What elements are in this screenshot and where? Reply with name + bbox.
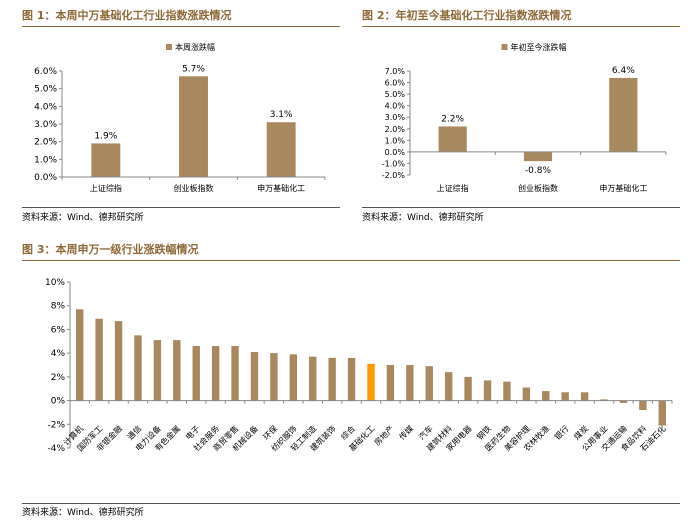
figure-3-top-rule (22, 260, 680, 261)
category-label: 房地产 (372, 423, 396, 447)
y-tick-label: 0.0% (34, 173, 57, 183)
y-tick-label: -2.0% (382, 171, 406, 180)
bar (464, 376, 472, 401)
bar (95, 318, 103, 401)
bar (153, 340, 162, 401)
y-tick-label: 10% (45, 278, 65, 288)
data-label: 1.9% (94, 131, 117, 141)
y-tick-label: 7.0% (385, 67, 406, 76)
y-tick-label: 6.0% (385, 79, 406, 88)
legend-label: 本周涨跌幅 (175, 42, 215, 52)
figure-2-top-rule (362, 26, 680, 27)
data-label: 5.7% (182, 64, 205, 74)
bar (503, 381, 511, 401)
bar (483, 380, 492, 401)
bar (76, 309, 84, 401)
bar (367, 363, 375, 401)
bar (173, 340, 181, 401)
y-tick-label: 3.0% (34, 120, 57, 130)
y-tick-label: 3.0% (385, 113, 406, 122)
category-label: 上证综指 (437, 183, 469, 193)
bar (406, 365, 414, 401)
bar (250, 351, 259, 401)
figure-2-source: 资料来源：Wind、德邦研究所 (362, 213, 484, 223)
bar (542, 391, 550, 401)
category-label: 银行 (552, 423, 570, 441)
data-label: 3.1% (270, 110, 293, 120)
category-label: 申万基础化工 (257, 183, 305, 193)
y-tick-label: 4.0% (34, 102, 57, 112)
data-label: 6.4% (612, 66, 635, 76)
figure-1-top-rule (22, 26, 340, 27)
bar (609, 77, 638, 152)
figure-3-bottom-rule (22, 503, 680, 504)
bar (289, 354, 298, 401)
bar (328, 357, 336, 401)
legend-swatch (501, 44, 508, 50)
legend-swatch (166, 44, 172, 50)
y-tick-label: 4% (51, 349, 66, 359)
y-tick-label: -4% (47, 444, 65, 454)
bar (347, 357, 356, 401)
figure-1-source: 资料来源：Wind、德邦研究所 (22, 213, 144, 223)
data-label: 2.2% (441, 114, 464, 124)
bar (386, 365, 395, 401)
figure-1-bottom-rule (22, 207, 340, 208)
y-tick-label: 5.0% (385, 90, 406, 99)
category-label: 创业板指数 (518, 183, 558, 193)
bar (309, 356, 317, 401)
category-label: 创业板指数 (174, 183, 214, 193)
data-label: -0.8% (525, 166, 552, 176)
y-tick-label: 2.0% (34, 138, 57, 148)
y-tick-label: 2% (51, 373, 66, 383)
y-tick-label: 2.0% (385, 125, 406, 134)
y-tick-label: 1.0% (34, 155, 57, 165)
figure-3-source: 资料来源：Wind、德邦研究所 (22, 508, 144, 518)
bar (91, 143, 121, 177)
bar (211, 346, 220, 401)
bar (580, 392, 589, 401)
bar (179, 76, 208, 177)
y-tick-label: 6% (51, 325, 66, 335)
figure-1-title: 图 1：本周中万基础化工行业指数涨跌情况 (22, 9, 232, 22)
figure-2-title: 图 2：年初至今基础化工行业指数涨跌情况 (362, 9, 572, 22)
y-tick-label: -2% (47, 420, 65, 430)
category-label: 申万基础化工 (599, 183, 647, 193)
bar (266, 122, 296, 177)
bar (444, 372, 453, 401)
bar (438, 126, 467, 152)
bar (270, 353, 278, 401)
bar (639, 400, 647, 411)
y-tick-label: 0.0% (385, 148, 406, 157)
bar (561, 392, 569, 401)
bar (600, 399, 608, 401)
figure-3-title: 图 3：本周申万一级行业涨跌幅情况 (22, 243, 199, 256)
bar (523, 151, 553, 162)
legend-label: 年初至今涨跌幅 (511, 42, 567, 52)
y-tick-label: 8% (51, 302, 66, 312)
category-label: 上证综指 (90, 183, 122, 193)
y-tick-label: -1.0% (382, 159, 406, 168)
bar (192, 346, 200, 401)
bar (114, 321, 123, 401)
y-tick-label: 0% (51, 397, 66, 407)
bar (522, 387, 531, 401)
bar (231, 346, 239, 401)
category-label: 传媒 (397, 423, 415, 441)
bar (619, 400, 628, 403)
y-tick-label: 6.0% (34, 67, 57, 77)
y-tick-label: 1.0% (385, 136, 406, 145)
bar (425, 366, 433, 401)
bar (658, 400, 666, 426)
bar (134, 335, 142, 401)
y-tick-label: 5.0% (34, 85, 57, 95)
y-tick-label: 4.0% (385, 102, 406, 111)
figure-2-bottom-rule (362, 207, 680, 208)
